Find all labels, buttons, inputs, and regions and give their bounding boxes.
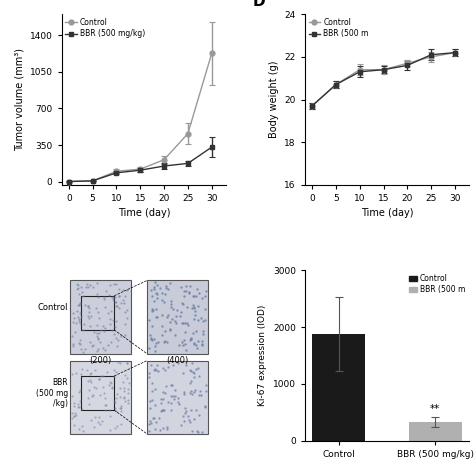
FancyBboxPatch shape: [70, 281, 131, 354]
Text: **: **: [430, 403, 440, 413]
Legend: Control, BBR (500 mg/kg): Control, BBR (500 mg/kg): [65, 18, 145, 38]
X-axis label: Time (day): Time (day): [118, 209, 170, 219]
Legend: Control, BBR (500 m: Control, BBR (500 m: [309, 18, 369, 38]
Y-axis label: Tumor volume (mm³): Tumor volume (mm³): [14, 48, 24, 151]
Bar: [409, 422, 462, 441]
FancyBboxPatch shape: [147, 281, 208, 354]
FancyBboxPatch shape: [70, 361, 131, 434]
Text: (200): (200): [89, 356, 111, 365]
Bar: [82, 376, 114, 410]
Y-axis label: Body weight (g): Body weight (g): [269, 61, 279, 138]
Bar: [82, 296, 114, 330]
Text: (400): (400): [166, 356, 189, 365]
Text: D: D: [252, 0, 265, 9]
X-axis label: Time (day): Time (day): [361, 209, 413, 219]
Legend: Control, BBR (500 m: Control, BBR (500 m: [410, 274, 465, 294]
FancyBboxPatch shape: [147, 361, 208, 434]
Text: BBR
(500 mg
/kg): BBR (500 mg /kg): [36, 378, 68, 408]
Bar: [312, 335, 365, 441]
Y-axis label: Ki-67 expression (IOD): Ki-67 expression (IOD): [258, 305, 267, 406]
Text: Control: Control: [38, 303, 68, 312]
